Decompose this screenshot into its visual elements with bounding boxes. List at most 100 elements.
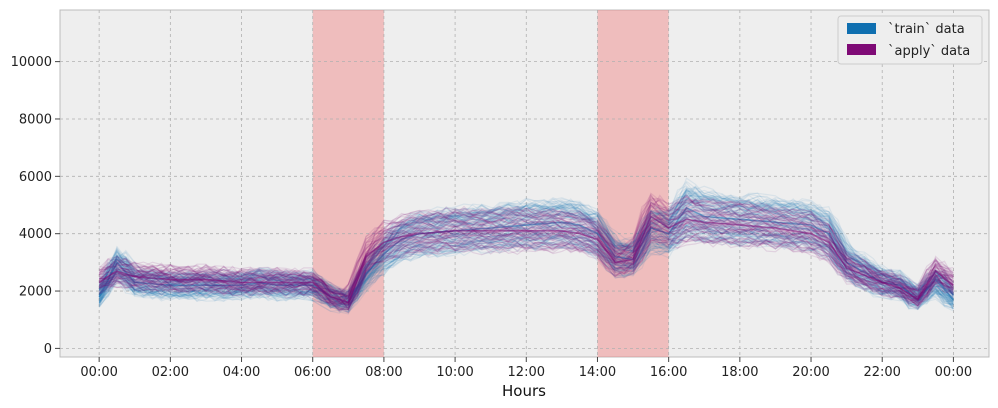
trace-line <box>98 225 954 308</box>
trace-line <box>98 231 954 309</box>
grid-lines <box>60 10 989 357</box>
trace-line <box>98 236 954 314</box>
trace-line <box>98 196 954 298</box>
x-tick-label: 18:00 <box>721 365 758 380</box>
trace-line <box>98 185 954 296</box>
trace-line <box>98 225 954 309</box>
x-tick-label: 12:00 <box>508 365 545 380</box>
trace-line <box>99 210 954 305</box>
x-tick-label: 00:00 <box>80 365 117 380</box>
trace-line <box>98 210 954 303</box>
trace-line <box>98 226 954 308</box>
trace-line <box>98 228 954 309</box>
trace-line <box>98 186 954 295</box>
trace-line <box>98 201 954 301</box>
trace-line <box>98 230 954 307</box>
trace-line <box>98 192 954 296</box>
trace-line <box>98 236 954 312</box>
trace-line <box>98 227 954 314</box>
trace-line <box>98 189 954 297</box>
trace-line <box>98 228 954 313</box>
trace-line <box>98 220 954 310</box>
trace-line <box>98 196 954 303</box>
trace-line <box>98 200 954 299</box>
x-tick-label: 02:00 <box>152 365 189 380</box>
trace-line <box>98 185 954 295</box>
trace-line <box>98 210 954 309</box>
trace-line <box>98 224 954 311</box>
trace-line <box>98 232 954 310</box>
trace-line <box>99 238 954 312</box>
trace-line <box>98 190 954 299</box>
trace-line <box>98 215 954 307</box>
trace-line <box>98 204 954 298</box>
trace-line <box>98 226 954 311</box>
trace-line <box>98 234 954 311</box>
trace-line <box>98 218 954 303</box>
trace-line <box>99 235 954 306</box>
trace-line <box>98 213 954 304</box>
trace-line <box>99 194 954 293</box>
trace-line <box>98 232 954 311</box>
trace-line <box>98 186 954 297</box>
trace-line <box>99 195 954 292</box>
trace-line <box>98 198 954 300</box>
trace-line <box>98 218 954 308</box>
trace-line <box>98 216 954 306</box>
trace-line <box>99 220 954 309</box>
trace-line <box>99 219 954 312</box>
trace-line <box>98 197 954 300</box>
trace-line <box>99 233 954 311</box>
y-axis-ticks: 0 2000 4000 6000 8000 10000 <box>11 55 60 357</box>
trace-line <box>98 213 954 305</box>
trace-line <box>98 202 954 300</box>
trace-line <box>99 220 954 306</box>
trace-line <box>98 224 954 311</box>
trace-line <box>98 226 954 306</box>
x-tick-label: 00:00 <box>935 365 972 380</box>
highlight-range-1 <box>597 10 669 357</box>
trace-line <box>99 234 954 310</box>
trace-line <box>98 191 954 300</box>
trace-line <box>98 194 954 303</box>
y-tick-label: 8000 <box>19 112 52 127</box>
trace-line <box>98 206 954 302</box>
trace-line <box>98 177 954 293</box>
trace-line <box>98 225 954 307</box>
trace-line <box>98 190 954 298</box>
trace-line <box>99 234 954 311</box>
series-apply <box>98 192 954 314</box>
trace-line <box>98 220 954 305</box>
trace-line <box>98 195 954 297</box>
trace-line <box>99 202 954 300</box>
trace-line <box>98 225 954 313</box>
trace-line <box>98 227 954 313</box>
trace-line <box>99 194 954 297</box>
trace-line <box>98 230 954 310</box>
trace-line <box>98 221 954 308</box>
legend: `train` data `apply` data <box>837 15 983 65</box>
highlight-range-0 <box>312 10 384 357</box>
trace-line <box>98 198 954 295</box>
trace-line <box>98 186 954 293</box>
trace-line <box>98 231 954 314</box>
legend-label-apply: `apply` data <box>888 44 970 59</box>
y-tick-label: 6000 <box>19 170 52 185</box>
trace-line <box>99 201 954 300</box>
trace-line <box>98 189 954 298</box>
y-tick-label: 10000 <box>11 55 52 70</box>
legend-swatch-apply <box>847 44 876 55</box>
y-tick-label: 4000 <box>19 227 52 242</box>
trace-line <box>98 203 954 299</box>
trace-line <box>99 224 954 306</box>
x-tick-label: 10:00 <box>436 365 473 380</box>
trace-line <box>98 197 954 298</box>
trace-line <box>98 236 954 312</box>
trace-line <box>98 198 954 300</box>
trace-line <box>98 210 954 302</box>
trace-line <box>98 197 954 299</box>
trace-line <box>98 204 954 299</box>
trace-line <box>98 215 954 301</box>
trace-line <box>99 225 954 309</box>
trace-line <box>98 212 954 302</box>
